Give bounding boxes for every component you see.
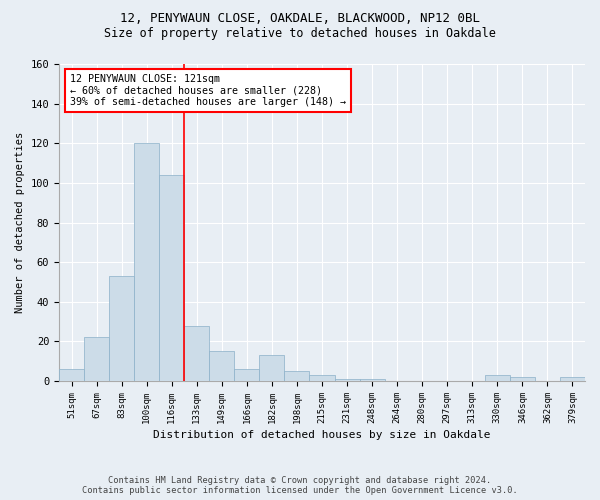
Bar [159,175,184,381]
Bar [485,375,510,381]
Bar [335,379,359,381]
Text: Contains HM Land Registry data © Crown copyright and database right 2024.
Contai: Contains HM Land Registry data © Crown c… [82,476,518,495]
Y-axis label: Number of detached properties: Number of detached properties [15,132,25,313]
Bar [59,369,84,381]
Bar [560,377,585,381]
Text: Size of property relative to detached houses in Oakdale: Size of property relative to detached ho… [104,28,496,40]
Bar [109,276,134,381]
Bar [184,326,209,381]
Bar [310,375,335,381]
Bar [235,369,259,381]
X-axis label: Distribution of detached houses by size in Oakdale: Distribution of detached houses by size … [153,430,491,440]
Bar [134,144,159,381]
Bar [259,356,284,381]
Bar [209,352,235,381]
Bar [84,338,109,381]
Bar [359,379,385,381]
Text: 12 PENYWAUN CLOSE: 121sqm
← 60% of detached houses are smaller (228)
39% of semi: 12 PENYWAUN CLOSE: 121sqm ← 60% of detac… [70,74,346,106]
Bar [284,371,310,381]
Text: 12, PENYWAUN CLOSE, OAKDALE, BLACKWOOD, NP12 0BL: 12, PENYWAUN CLOSE, OAKDALE, BLACKWOOD, … [120,12,480,26]
Bar [510,377,535,381]
